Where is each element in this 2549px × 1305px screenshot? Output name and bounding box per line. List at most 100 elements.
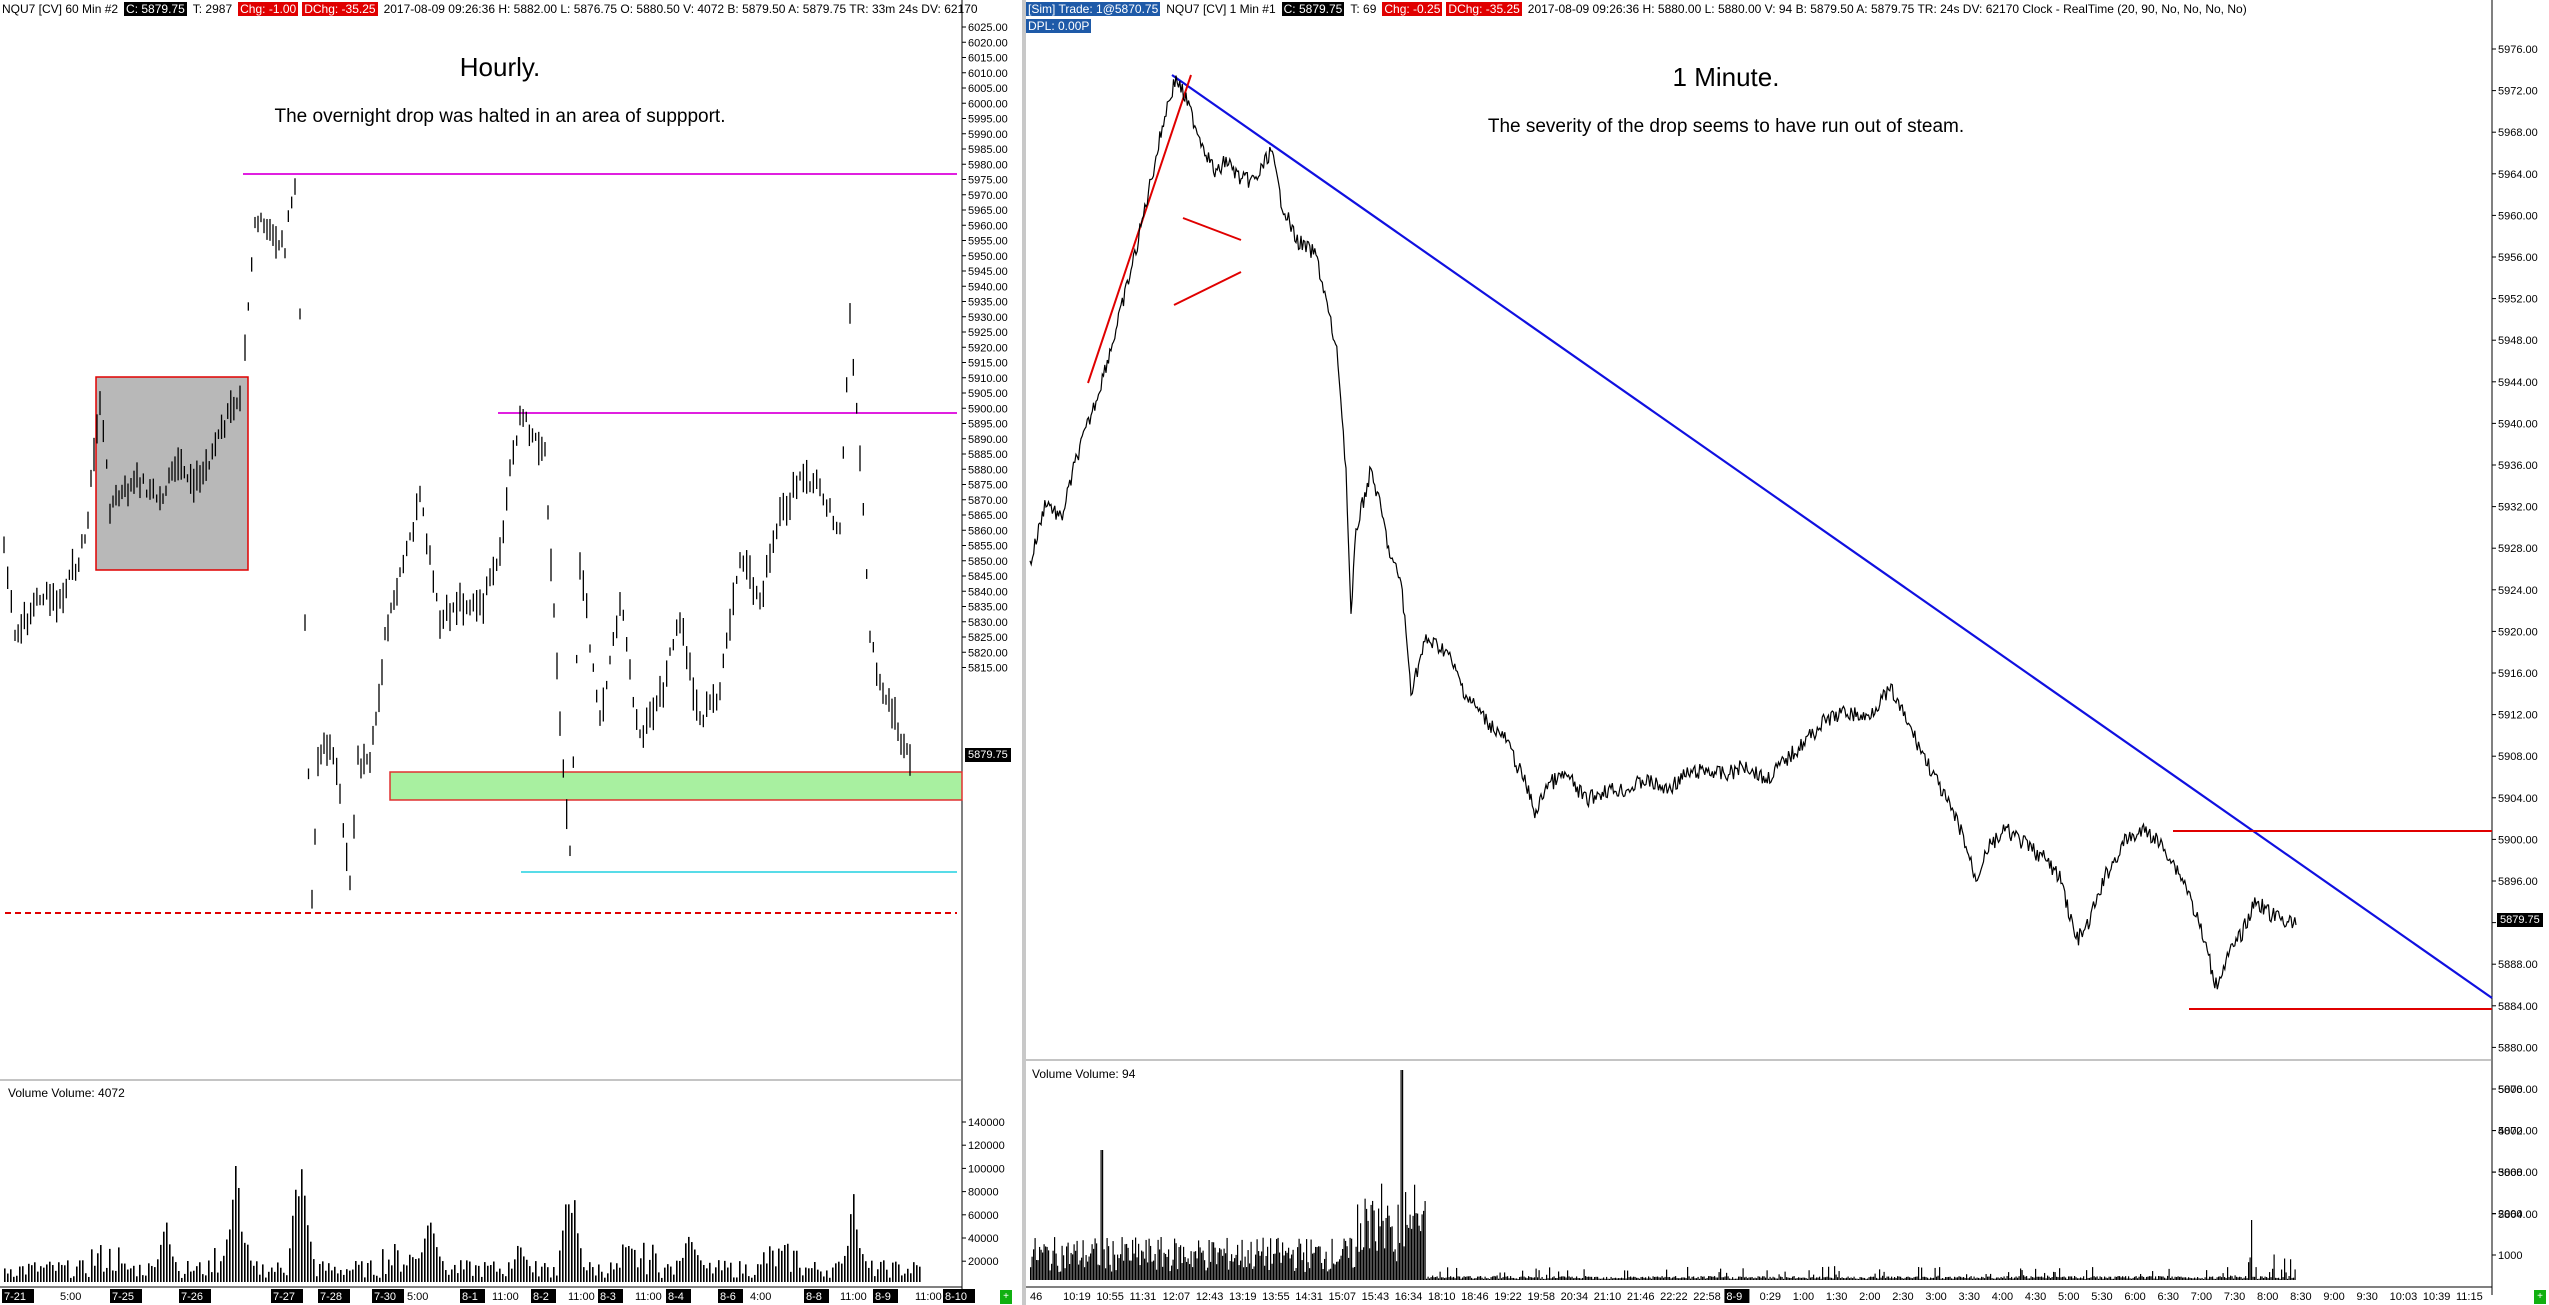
minute-volume-bar — [1049, 1270, 1051, 1280]
hourly-volume-bar — [463, 1269, 465, 1282]
minute-price-chart[interactable]: 5976.00 5972.00 5968.00 5964.00 5960.00 5956.… — [1026, 0, 2549, 1305]
minute-time-tick-label: 3:00 — [1925, 1291, 1946, 1303]
hourly-price-tick-label: 5830.00 — [968, 617, 1008, 629]
minute-volume-bar — [2128, 1276, 2130, 1280]
minute-volume-bar — [1303, 1252, 1305, 1280]
minute-volume-bar — [1828, 1266, 1830, 1280]
minute-volume-bar — [2003, 1276, 2005, 1280]
minute-volume-bar — [1481, 1277, 1483, 1280]
minute-volume-bar — [1201, 1252, 1203, 1280]
hourly-volume-bar — [631, 1248, 633, 1282]
minute-volume-bar — [2215, 1278, 2217, 1280]
hourly-volume-bar — [628, 1245, 630, 1282]
hourly-volume-bar — [748, 1276, 750, 1282]
minute-price-line — [1029, 75, 2297, 990]
minute-time-tick-label: 13:19 — [1229, 1291, 1257, 1303]
minute-volume-bar — [1286, 1252, 1288, 1280]
minute-volume-bar — [1726, 1272, 1728, 1280]
minute-volume-bar — [1810, 1277, 1812, 1280]
minute-status-indicator[interactable]: + — [2534, 1290, 2546, 1304]
minute-volume-bar — [1397, 1204, 1399, 1280]
minute-volume-bar — [1477, 1276, 1479, 1280]
hourly-volume-bar — [85, 1273, 87, 1282]
minute-volume-bar — [1946, 1277, 1948, 1280]
hourly-time-tick-label: 7-21 — [4, 1291, 26, 1303]
hourly-volume-bar — [238, 1187, 240, 1282]
minute-volume-bar — [1529, 1277, 1531, 1280]
minute-volume-bar — [1444, 1278, 1446, 1280]
minute-volume-bar — [2072, 1278, 2074, 1280]
minute-price-tick-label: 5960.00 — [2498, 210, 2538, 222]
minute-volume-bar — [1577, 1278, 1579, 1280]
hourly-volume-bar — [4, 1268, 6, 1282]
minute-volume-bar — [1337, 1261, 1339, 1280]
hourly-volume-bar — [475, 1265, 477, 1282]
hourly-price-tick-label: 5965.00 — [968, 205, 1008, 217]
minute-volume-bar — [1576, 1276, 1578, 1280]
minute-volume-bar — [2152, 1271, 2154, 1280]
minute-volume-bar — [2111, 1278, 2113, 1280]
minute-volume-bar — [1087, 1261, 1089, 1280]
minute-volume-bar — [1306, 1239, 1308, 1280]
minute-volume-bar — [2276, 1277, 2278, 1280]
minute-volume-bar — [1144, 1258, 1146, 1280]
minute-volume-bar — [2075, 1277, 2077, 1280]
minute-volume-bar — [2122, 1276, 2124, 1280]
minute-volume-bar — [2104, 1276, 2106, 1280]
hourly-volume-bar — [667, 1264, 669, 1282]
minute-volume-bar — [1141, 1250, 1143, 1280]
minute-volume-bar — [1894, 1276, 1896, 1280]
minute-volume-bar — [1865, 1278, 1867, 1280]
minute-price-tick-label: 5912.00 — [2498, 710, 2538, 722]
minute-volume-bar — [1850, 1277, 1852, 1280]
minute-volume-bar — [1309, 1268, 1311, 1280]
minute-volume-bar — [1483, 1278, 1485, 1280]
minute-volume-bar — [2228, 1277, 2230, 1280]
hourly-volume-bar — [58, 1262, 60, 1282]
hourly-volume-bar — [784, 1245, 786, 1282]
minute-volume-bar — [1234, 1258, 1236, 1280]
minute-volume-bar — [1040, 1249, 1042, 1280]
minute-volume-bar — [1259, 1255, 1261, 1280]
hourly-price-chart[interactable]: 6025.00 6020.00 6015.00 6010.00 6005.00 6000.… — [0, 0, 1022, 1305]
minute-volume-bar — [1964, 1278, 1966, 1280]
minute-volume-bar — [1817, 1277, 1819, 1280]
minute-volume-bar — [1537, 1277, 1539, 1280]
hourly-volume-bar — [919, 1266, 921, 1282]
minute-time-tick-label: 11:15 — [2456, 1291, 2483, 1303]
hourly-volume-bar — [118, 1247, 120, 1282]
minute-volume-bar — [2023, 1275, 2025, 1280]
minute-price-tick-label: 5868.00 — [2498, 1167, 2538, 1179]
minute-volume-bar — [1733, 1278, 1735, 1280]
hourly-volume-bar — [877, 1269, 879, 1282]
hourly-chart-panel[interactable]: NQU7 [CV] 60 Min #2 C: 5879.75 T: 2987 Chg:… — [0, 0, 1022, 1305]
hourly-volume-label: Volume Volume: 4072 — [8, 1086, 125, 1100]
minute-volume-bar — [2209, 1276, 2211, 1280]
one-minute-chart-panel[interactable]: [Sim] Trade: 1@5870.75 NQU7 [CV] 1 Min #1… — [1026, 0, 2549, 1305]
minute-price-tick-label: 5940.00 — [2498, 418, 2538, 430]
hourly-volume-bar — [70, 1277, 72, 1282]
minute-volume-bar — [1418, 1225, 1420, 1280]
minute-price-tick-label: 5916.00 — [2498, 668, 2538, 680]
minute-volume-bar — [1685, 1278, 1687, 1280]
minute-volume-bar — [1940, 1278, 1942, 1280]
minute-volume-bar — [1264, 1265, 1266, 1280]
hourly-time-tick-label: 11:00 — [568, 1291, 595, 1303]
hourly-volume-bar — [175, 1262, 177, 1282]
minute-volume-bar — [1981, 1276, 1983, 1280]
minute-volume-bar — [1093, 1248, 1095, 1280]
hourly-status-indicator[interactable]: + — [1000, 1290, 1012, 1304]
hourly-title-annotation: Hourly. — [459, 52, 541, 82]
minute-volume-bar — [2177, 1276, 2179, 1280]
minute-volume-bar — [1588, 1276, 1590, 1280]
minute-volume-bar — [2192, 1278, 2194, 1280]
dpl-badge: DPL: 0.00P — [1026, 19, 1092, 33]
hourly-volume-bar — [838, 1261, 840, 1282]
minute-price-tick-label: 5900.00 — [2498, 834, 2538, 846]
minute-volume-bar — [2257, 1278, 2259, 1280]
panel-splitter[interactable] — [1022, 0, 1026, 1305]
minute-volume-bar — [1780, 1276, 1782, 1280]
minute-volume-bar — [1123, 1260, 1125, 1280]
minute-volume-bar — [1777, 1278, 1779, 1280]
minute-volume-bar — [1249, 1263, 1251, 1280]
